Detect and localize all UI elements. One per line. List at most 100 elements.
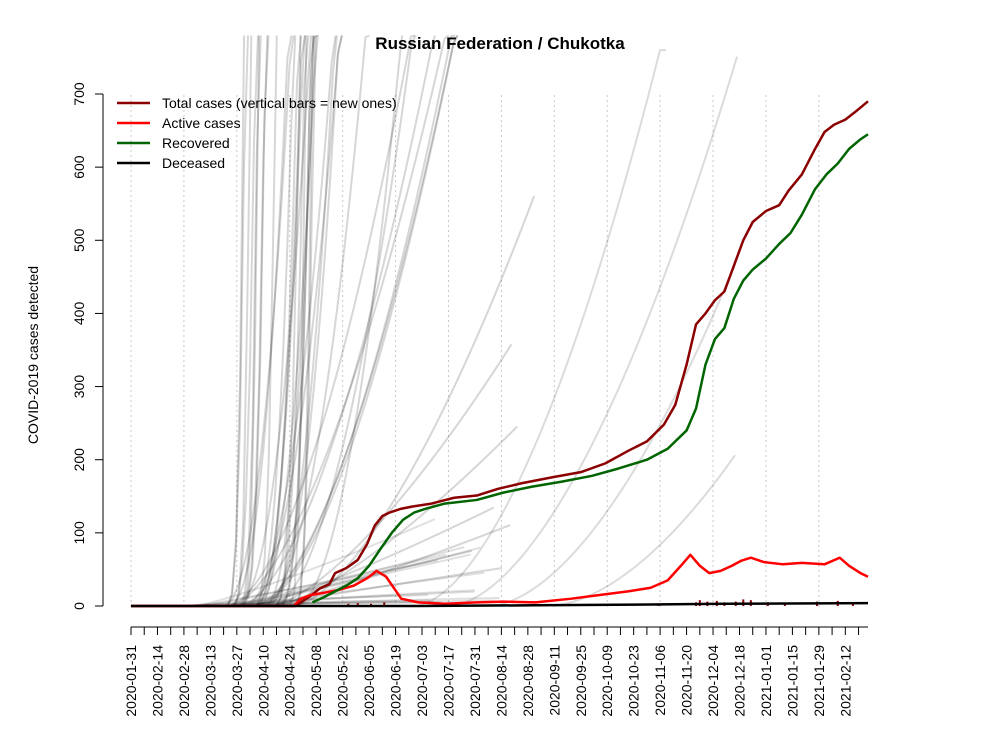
comparison-curve [243, 35, 337, 607]
x-tick-label: 2020-04-10 [255, 645, 271, 717]
comparison-curve [194, 518, 436, 607]
comparison-curve [255, 34, 456, 607]
comparison-curve [194, 601, 435, 607]
comparison-curve [227, 35, 293, 607]
series-line [131, 601, 869, 608]
comparison-curve [239, 35, 269, 607]
comparison-curve [419, 49, 667, 607]
x-tick-label: 2020-03-27 [229, 645, 245, 717]
comparison-curve [238, 35, 436, 607]
comparison-curve [277, 35, 315, 607]
y-tick-label: 300 [71, 375, 87, 399]
comparison-curve [261, 34, 370, 607]
comparison-curve [221, 35, 295, 607]
x-tick-label: 2020-05-22 [335, 645, 351, 717]
legend-label: Total cases (vertical bars = new ones) [162, 95, 397, 111]
x-tick-label: 2020-12-18 [731, 645, 747, 717]
comparison-curve [253, 35, 319, 607]
comparison-curve [265, 35, 343, 607]
x-tick-label: 2020-02-28 [176, 645, 192, 717]
comparison-curve [244, 571, 485, 607]
comparison-curve [224, 546, 465, 607]
legend-label: Deceased [162, 155, 225, 171]
y-tick-label: 600 [71, 155, 87, 179]
comparison-curve [554, 454, 736, 607]
comparison-curve [264, 35, 338, 607]
comparison-curve [201, 601, 442, 607]
comparison-curve [252, 35, 306, 607]
legend-label: Active cases [162, 115, 241, 131]
x-axis: 2020-01-31 2020-02-14 2020-02-28 2020-03-13… [123, 626, 868, 717]
x-tick-label: 2020-12-04 [705, 645, 721, 717]
x-tick-label: 2020-07-17 [440, 645, 456, 717]
x-tick-label: 2020-03-13 [202, 645, 218, 717]
x-tick-label: 2021-01-29 [811, 645, 827, 717]
series-line [131, 553, 869, 608]
comparison-curve [256, 35, 302, 607]
x-tick-label: 2020-05-08 [308, 645, 324, 717]
comparison-curve [454, 56, 738, 607]
comparison-curve [293, 195, 536, 607]
comparison-curve [228, 34, 450, 607]
x-tick-label: 2020-01-31 [123, 645, 139, 717]
comparison-curve [188, 593, 429, 607]
y-axis-label: COVID-2019 cases detected [25, 266, 41, 444]
comparison-curve [251, 35, 297, 607]
comparison-curve [278, 35, 316, 607]
comparison-curve [252, 35, 307, 607]
legend-label: Recovered [162, 135, 230, 151]
comparison-curve [226, 34, 416, 607]
comparison-curve [189, 599, 430, 607]
comparison-curve [205, 553, 447, 607]
y-tick-label: 0 [71, 602, 87, 610]
x-tick-label: 2021-01-15 [784, 645, 800, 717]
series-line [311, 133, 869, 604]
comparison-curve [271, 35, 417, 607]
comparison-curve [293, 35, 404, 607]
y-tick-label: 500 [71, 228, 87, 252]
comparison-curve [234, 35, 312, 607]
comparison-curve [231, 549, 473, 607]
comparison-curve [271, 343, 513, 607]
x-tick-label: 2020-11-06 [652, 645, 668, 716]
series-lines [131, 100, 869, 608]
x-tick-label: 2020-10-09 [599, 645, 615, 717]
comparison-curve [240, 546, 481, 607]
x-tick-label: 2020-09-11 [546, 645, 562, 716]
x-tick-label: 2020-07-31 [467, 645, 483, 717]
comparison-curves [188, 34, 738, 607]
y-axis: 0 100 200 300 400 500 600 700 [71, 82, 104, 610]
y-tick-label: 700 [71, 82, 87, 106]
comparison-curve [245, 35, 343, 607]
comparison-curve [240, 35, 270, 607]
comparison-curve [271, 35, 310, 607]
x-tick-label: 2020-06-05 [361, 645, 377, 717]
chart-title: Russian Federation / Chukotka [375, 34, 625, 53]
comparison-curve [229, 35, 259, 607]
x-tick-label: 2020-09-25 [573, 645, 589, 717]
y-tick-label: 200 [71, 448, 87, 472]
comparison-curve [253, 506, 495, 607]
comparison-curve [262, 34, 319, 607]
x-tick-label: 2020-06-19 [388, 645, 404, 717]
comparison-curve [234, 589, 475, 607]
x-tick-label: 2020-08-14 [493, 645, 509, 717]
legend: Total cases (vertical bars = new ones) Ac… [117, 95, 397, 171]
x-tick-label: 2021-02-12 [837, 645, 853, 717]
comparison-curve [272, 35, 302, 607]
x-tick-label: 2020-11-20 [679, 645, 695, 716]
x-tick-label: 2020-08-28 [520, 645, 536, 717]
x-tick-label: 2020-02-14 [149, 645, 165, 717]
comparison-curve [494, 263, 736, 607]
comparison-curve [234, 590, 475, 607]
grid-lines [130, 95, 820, 607]
x-tick-label: 2020-07-03 [414, 645, 430, 717]
x-tick-label: 2020-04-24 [282, 645, 298, 717]
y-tick-label: 400 [71, 302, 87, 326]
y-tick-label: 100 [71, 521, 87, 545]
x-tick-label: 2020-10-23 [626, 645, 642, 717]
series-line [131, 100, 869, 608]
comparison-curve [197, 559, 438, 607]
comparison-curve [257, 35, 459, 607]
